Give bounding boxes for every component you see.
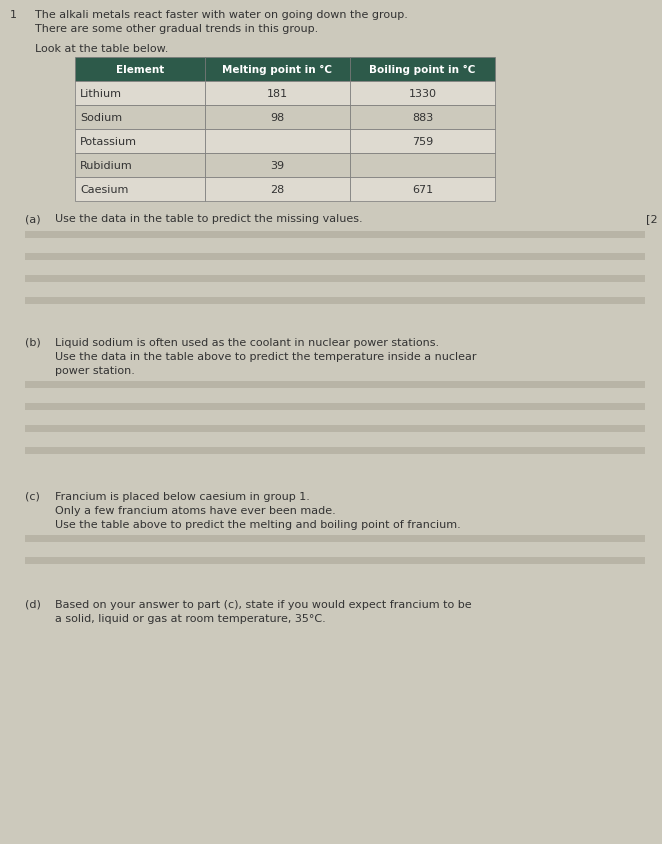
Text: 28: 28 <box>270 185 285 195</box>
Bar <box>205 82 350 106</box>
Text: Sodium: Sodium <box>80 113 122 123</box>
Text: [2: [2 <box>646 214 658 224</box>
Text: (c): (c) <box>25 491 40 501</box>
Bar <box>205 58 350 82</box>
Text: 98: 98 <box>270 113 285 123</box>
Bar <box>25 425 645 432</box>
Text: Melting point in °C: Melting point in °C <box>222 65 332 75</box>
Text: Francium is placed below caesium in group 1.: Francium is placed below caesium in grou… <box>55 491 310 501</box>
Bar <box>350 82 495 106</box>
Bar <box>75 154 205 178</box>
Text: The alkali metals react faster with water on going down the group.: The alkali metals react faster with wate… <box>35 10 408 20</box>
Bar <box>205 178 350 202</box>
Text: 883: 883 <box>412 113 433 123</box>
Bar <box>25 254 645 261</box>
Bar <box>75 130 205 154</box>
Text: Liquid sodium is often used as the coolant in nuclear power stations.: Liquid sodium is often used as the coola… <box>55 338 439 348</box>
Text: (b): (b) <box>25 338 41 348</box>
Bar <box>25 298 645 305</box>
Bar <box>350 154 495 178</box>
Bar <box>25 447 645 454</box>
Text: There are some other gradual trends in this group.: There are some other gradual trends in t… <box>35 24 318 34</box>
Text: Use the data in the table above to predict the temperature inside a nuclear: Use the data in the table above to predi… <box>55 352 477 361</box>
Bar <box>350 106 495 130</box>
Bar <box>75 106 205 130</box>
Text: Look at the table below.: Look at the table below. <box>35 44 168 54</box>
Text: (d): (d) <box>25 599 41 609</box>
Bar <box>25 535 645 543</box>
Bar <box>205 130 350 154</box>
Text: (a): (a) <box>25 214 40 224</box>
Text: 181: 181 <box>267 89 288 99</box>
Bar <box>205 106 350 130</box>
Text: 1330: 1330 <box>408 89 436 99</box>
Text: Lithium: Lithium <box>80 89 122 99</box>
Bar <box>75 82 205 106</box>
Bar <box>75 58 205 82</box>
Text: Potassium: Potassium <box>80 137 137 147</box>
Text: Use the data in the table to predict the missing values.: Use the data in the table to predict the… <box>55 214 363 224</box>
Bar <box>350 58 495 82</box>
Text: Based on your answer to part (c), state if you would expect francium to be: Based on your answer to part (c), state … <box>55 599 471 609</box>
Text: Only a few francium atoms have ever been made.: Only a few francium atoms have ever been… <box>55 506 336 516</box>
Bar <box>350 130 495 154</box>
Text: Element: Element <box>116 65 164 75</box>
Bar <box>25 403 645 410</box>
Text: 759: 759 <box>412 137 433 147</box>
Text: Rubidium: Rubidium <box>80 161 133 170</box>
Text: power station.: power station. <box>55 365 135 376</box>
Bar <box>25 232 645 239</box>
Text: Caesium: Caesium <box>80 185 128 195</box>
Text: 671: 671 <box>412 185 433 195</box>
Bar <box>75 178 205 202</box>
Bar <box>205 154 350 178</box>
Bar <box>25 381 645 388</box>
Text: 1: 1 <box>10 10 17 20</box>
Text: 39: 39 <box>271 161 285 170</box>
Text: Boiling point in °C: Boiling point in °C <box>369 65 476 75</box>
Bar <box>25 276 645 283</box>
Text: Use the table above to predict the melting and boiling point of francium.: Use the table above to predict the melti… <box>55 519 461 529</box>
Text: a solid, liquid or gas at room temperature, 35°C.: a solid, liquid or gas at room temperatu… <box>55 614 326 623</box>
Bar <box>350 178 495 202</box>
Bar <box>25 557 645 565</box>
